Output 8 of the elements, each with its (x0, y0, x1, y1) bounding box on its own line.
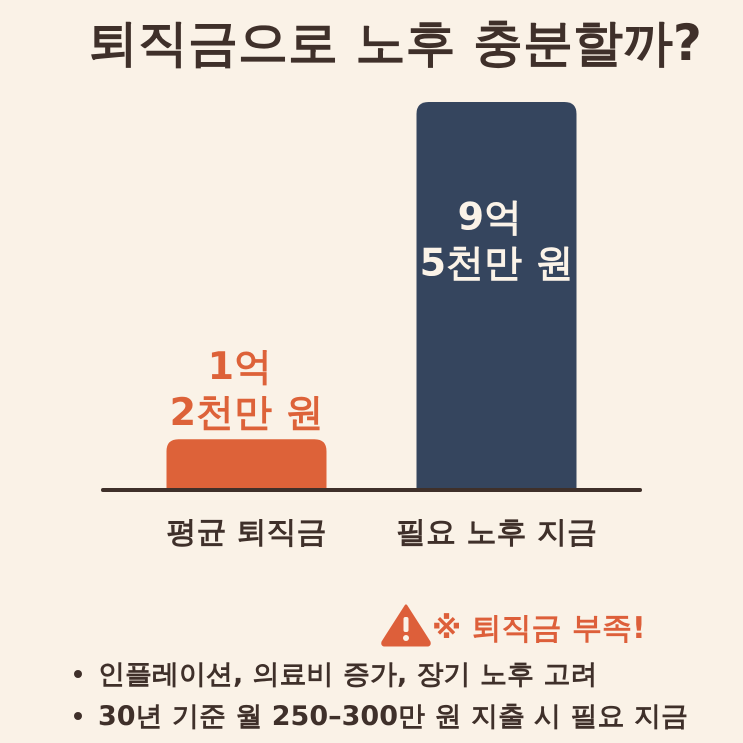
data-label: 1억 2천만 원 (170, 344, 324, 434)
x-tick-label: 평균 퇴직금 (166, 515, 327, 550)
x-tick-label: 필요 노후 지금 (396, 515, 597, 550)
chart-title: 퇴직금으로 노후 충분할까? (88, 14, 702, 72)
data-label: 9억 5천만 원 (420, 194, 574, 284)
text: 30년 기준 월 250–300만 원 지출 시 필요 지금 (98, 701, 688, 732)
text: ※ 퇴직금 부족! (432, 611, 646, 646)
text: 인플레이션, 의료비 증가, 장기 노후 고려 (98, 659, 598, 690)
